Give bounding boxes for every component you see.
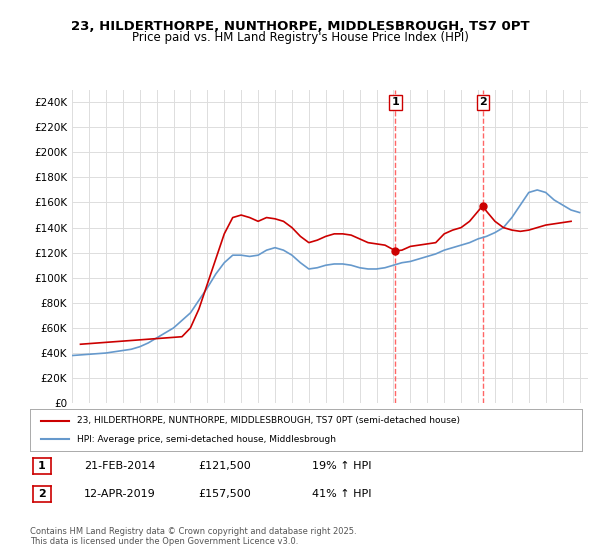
Text: 21-FEB-2014: 21-FEB-2014 xyxy=(84,461,155,471)
Text: 2: 2 xyxy=(479,97,487,108)
Text: £121,500: £121,500 xyxy=(198,461,251,471)
Text: Price paid vs. HM Land Registry's House Price Index (HPI): Price paid vs. HM Land Registry's House … xyxy=(131,31,469,44)
Text: 12-APR-2019: 12-APR-2019 xyxy=(84,489,156,499)
Text: Contains HM Land Registry data © Crown copyright and database right 2025.
This d: Contains HM Land Registry data © Crown c… xyxy=(30,526,356,546)
Text: 2: 2 xyxy=(38,489,46,499)
Text: 23, HILDERTHORPE, NUNTHORPE, MIDDLESBROUGH, TS7 0PT (semi-detached house): 23, HILDERTHORPE, NUNTHORPE, MIDDLESBROU… xyxy=(77,416,460,425)
Text: 19% ↑ HPI: 19% ↑ HPI xyxy=(312,461,371,471)
Text: 1: 1 xyxy=(392,97,400,108)
Text: 1: 1 xyxy=(38,461,46,471)
Text: £157,500: £157,500 xyxy=(198,489,251,499)
Text: 23, HILDERTHORPE, NUNTHORPE, MIDDLESBROUGH, TS7 0PT: 23, HILDERTHORPE, NUNTHORPE, MIDDLESBROU… xyxy=(71,20,529,32)
Text: 41% ↑ HPI: 41% ↑ HPI xyxy=(312,489,371,499)
Text: HPI: Average price, semi-detached house, Middlesbrough: HPI: Average price, semi-detached house,… xyxy=(77,435,336,444)
